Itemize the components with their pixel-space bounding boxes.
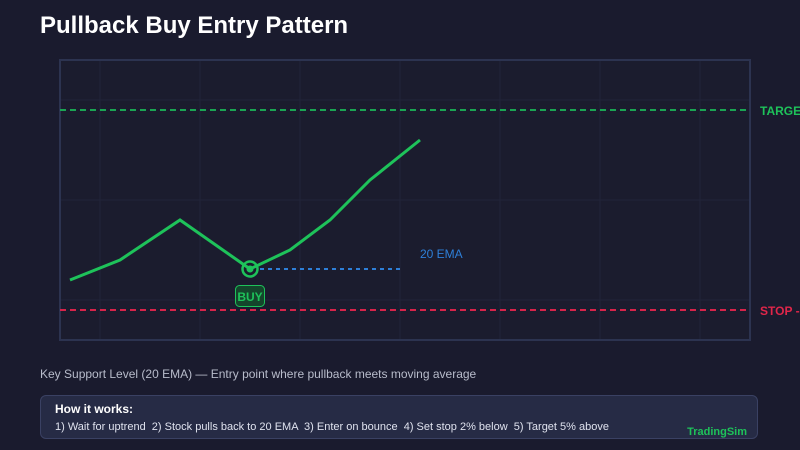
pattern-chart: BUY 20 EMA TARGET STOP - — [59, 59, 800, 341]
brand-logo: TradingSim — [687, 426, 747, 438]
ema-label: 20 EMA — [420, 247, 463, 261]
target-label: TARGET — [760, 104, 800, 118]
chart-caption: Key Support Level (20 EMA) — Entry point… — [40, 367, 477, 381]
buy-badge — [235, 285, 265, 307]
stop-label: STOP - — [760, 304, 800, 318]
page-title: Pullback Buy Entry Pattern — [40, 12, 349, 39]
grid-lines — [61, 61, 749, 339]
how-it-works-steps: 1) Wait for uptrend 2) Stock pulls back … — [55, 421, 609, 433]
how-it-works-panel: How it works: 1) Wait for uptrend 2) Sto… — [40, 395, 758, 439]
how-it-works-title: How it works: — [55, 402, 134, 416]
buy-label: BUY — [237, 290, 262, 304]
price-line — [69, 138, 421, 282]
buy-marker-dot — [246, 265, 254, 273]
buy-marker-ring — [241, 260, 259, 278]
